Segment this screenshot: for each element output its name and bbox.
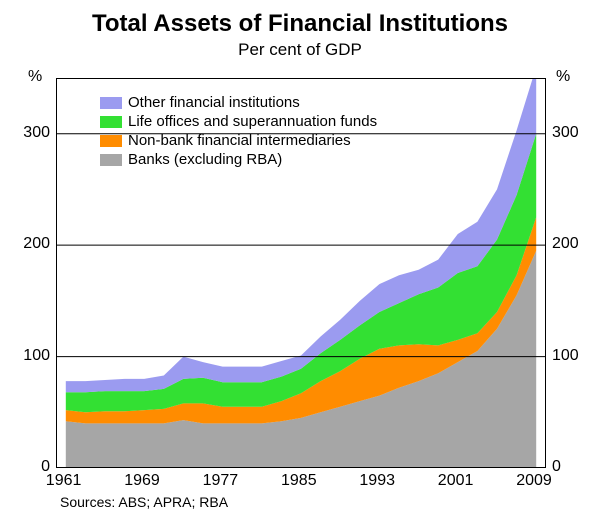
xtick-2001: 2001 — [438, 472, 474, 490]
legend-swatch-banks — [100, 154, 122, 166]
legend-label-other: Other financial institutions — [128, 94, 300, 111]
ytick-right-200: 200 — [552, 235, 579, 253]
ytick-right-100: 100 — [552, 347, 579, 365]
legend-item-nonbank: Non-bank financial intermediaries — [100, 132, 351, 149]
ytick-left-300: 300 — [23, 124, 50, 142]
xtick-1993: 1993 — [359, 472, 395, 490]
chart-subtitle: Per cent of GDP — [0, 40, 600, 60]
sources-text: Sources: ABS; APRA; RBA — [60, 494, 228, 510]
legend-swatch-nonbank — [100, 135, 122, 147]
legend-swatch-life — [100, 116, 122, 128]
legend-item-other: Other financial institutions — [100, 94, 300, 111]
ytick-left-100: 100 — [23, 347, 50, 365]
legend-label-nonbank: Non-bank financial intermediaries — [128, 132, 351, 149]
ytick-right-300: 300 — [552, 124, 579, 142]
y-unit-left: % — [28, 68, 42, 86]
y-unit-right: % — [556, 68, 570, 86]
legend-item-banks: Banks (excluding RBA) — [100, 151, 282, 168]
xtick-2009: 2009 — [516, 472, 552, 490]
legend-label-life: Life offices and superannuation funds — [128, 113, 377, 130]
xtick-1961: 1961 — [46, 472, 82, 490]
xtick-1985: 1985 — [281, 472, 317, 490]
legend-swatch-other — [100, 97, 122, 109]
xtick-1969: 1969 — [124, 472, 160, 490]
legend-item-life: Life offices and superannuation funds — [100, 113, 377, 130]
legend-label-banks: Banks (excluding RBA) — [128, 151, 282, 168]
chart-title: Total Assets of Financial Institutions — [0, 10, 600, 38]
xtick-1977: 1977 — [203, 472, 239, 490]
ytick-left-200: 200 — [23, 235, 50, 253]
ytick-right-0: 0 — [552, 458, 561, 476]
